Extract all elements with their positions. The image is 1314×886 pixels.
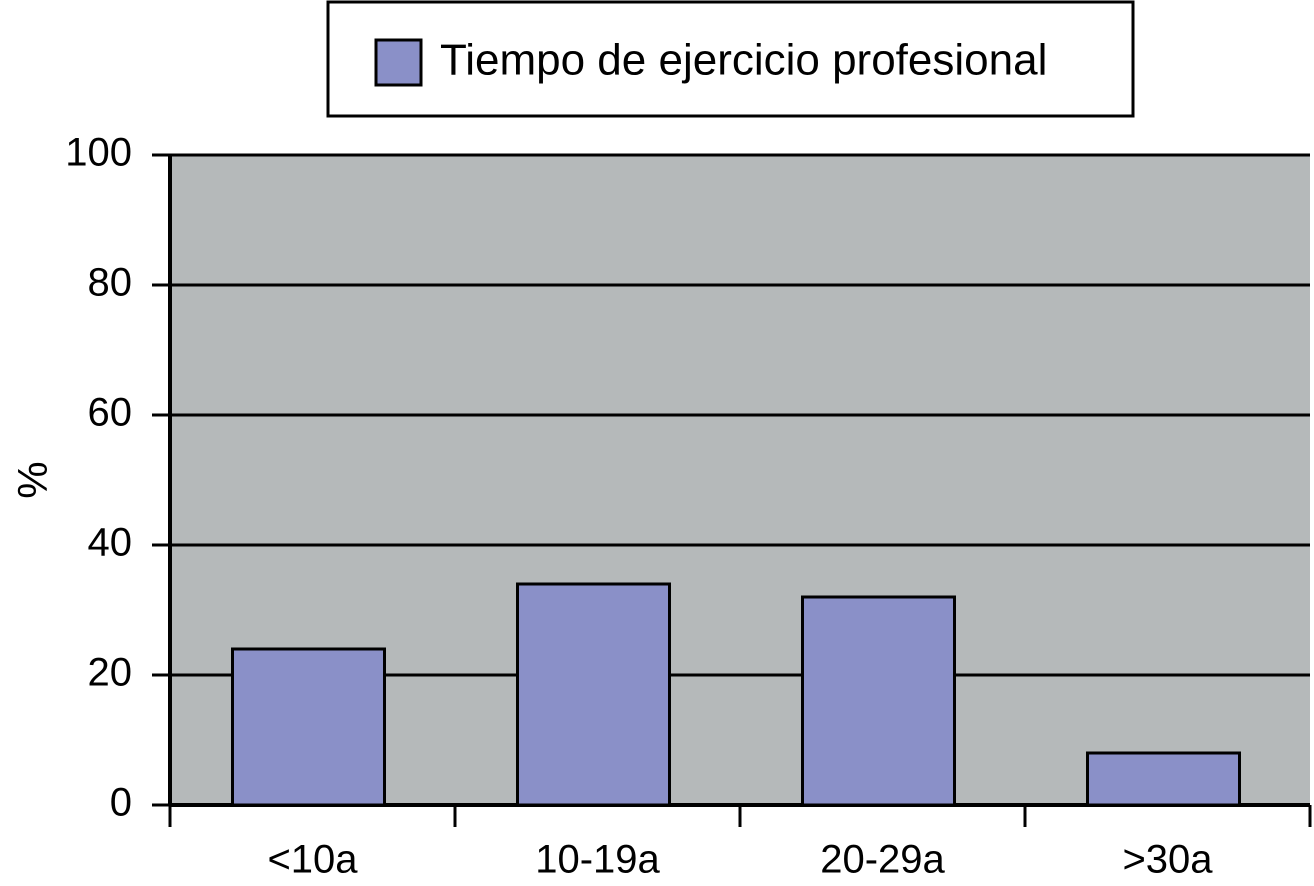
legend-label: Tiempo de ejercicio profesional (440, 36, 1047, 85)
x-tick-label: <10a (267, 838, 358, 882)
x-tick-label: 10-19a (535, 838, 660, 882)
y-tick-label: 0 (110, 781, 132, 825)
y-tick-label: 20 (88, 651, 133, 695)
y-tick-label: 60 (88, 391, 133, 435)
x-tick-label: 20-29a (820, 838, 945, 882)
legend-box (326, 0, 1135, 118)
legend-swatch (374, 38, 423, 87)
y-axis-label: % (9, 461, 56, 498)
y-tick-label: 40 (88, 521, 133, 565)
x-tick-label: >30a (1122, 838, 1213, 882)
y-tick-label: 80 (88, 261, 133, 305)
y-tick-label: 100 (65, 131, 132, 175)
bar (801, 595, 956, 807)
bar (231, 647, 386, 807)
bar (1086, 751, 1241, 807)
bar (516, 582, 671, 807)
